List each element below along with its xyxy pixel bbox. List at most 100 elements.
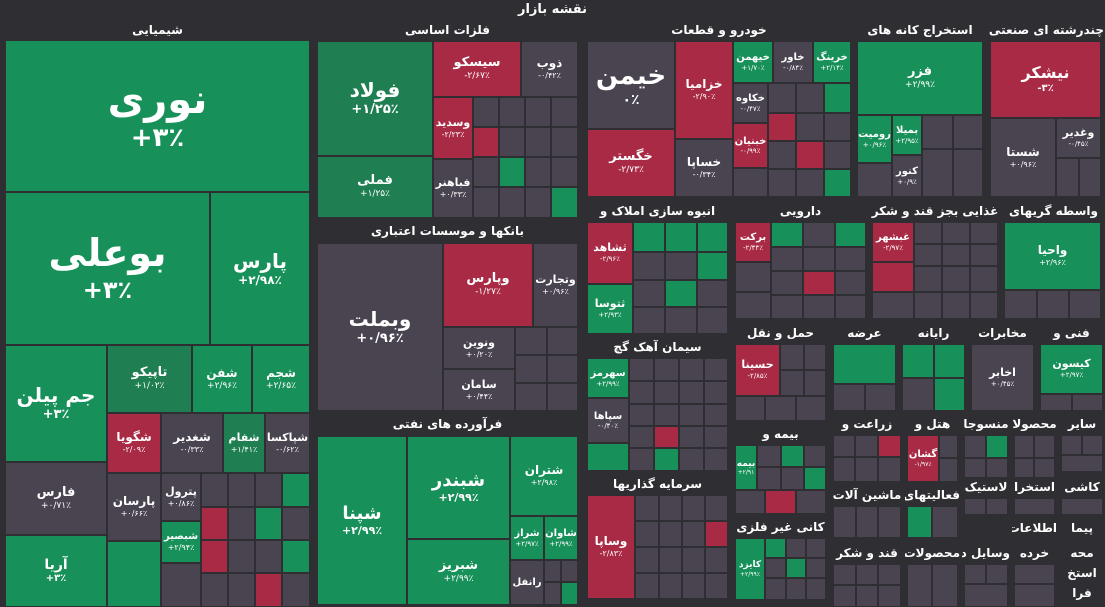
mini-tile[interactable] xyxy=(835,222,866,247)
mini-tile[interactable] xyxy=(659,547,682,573)
mini-tile[interactable] xyxy=(804,467,826,490)
mini-tile[interactable] xyxy=(806,558,826,578)
mini-tile[interactable] xyxy=(551,127,578,157)
mini-tile[interactable] xyxy=(705,495,728,521)
mini-tile[interactable] xyxy=(697,307,728,334)
mini-tile[interactable] xyxy=(942,244,970,266)
tile-vahya[interactable]: واحیا +۲/۹۶٪ xyxy=(1004,222,1101,290)
tile-sepaha[interactable]: سپاها -۰/۴۰٪ xyxy=(587,398,629,443)
mini-tile[interactable] xyxy=(939,435,958,458)
mini-tile[interactable] xyxy=(872,262,914,292)
mini-tile[interactable] xyxy=(833,435,855,457)
mini-tile[interactable] xyxy=(551,97,578,127)
mini-tile[interactable] xyxy=(902,344,934,378)
mini-tile[interactable] xyxy=(697,252,728,280)
mini-tile[interactable] xyxy=(525,157,551,187)
mini-tile[interactable] xyxy=(1082,435,1103,455)
mini-tile[interactable] xyxy=(633,222,665,252)
mini-tile[interactable] xyxy=(282,540,310,573)
mini-tile[interactable] xyxy=(932,506,958,538)
tile-akhabar[interactable]: اخابر +۰/۴۵٪ xyxy=(971,344,1034,411)
mini-tile[interactable] xyxy=(780,344,804,370)
mini-tile[interactable] xyxy=(1072,394,1103,411)
mini-tile[interactable] xyxy=(907,506,932,538)
mini-tile[interactable] xyxy=(282,473,310,507)
tile-arya[interactable]: آریا +۳٪ xyxy=(5,535,107,607)
mini-tile[interactable] xyxy=(1034,435,1055,458)
tile-khring[interactable]: خرینگ +۲/۱۴٪ xyxy=(813,41,851,83)
mini-tile[interactable] xyxy=(654,426,679,448)
mini-tile[interactable] xyxy=(704,404,728,426)
tile-shfam[interactable]: شفام +۱/۴۱٪ xyxy=(223,413,265,473)
mini-tile[interactable] xyxy=(806,578,826,600)
tile-khasapa[interactable]: خساپا -۰/۳۴٪ xyxy=(675,139,733,197)
tile-ghbshahr[interactable]: غبشهر -۲/۹۷٪ xyxy=(872,222,914,262)
tile-vasapa[interactable]: وساپا -۲/۸۳٪ xyxy=(587,495,635,599)
tile-sahrmaz[interactable]: سهرمز +۲/۹۹٪ xyxy=(587,358,629,398)
mini-tile[interactable] xyxy=(986,435,1008,458)
mini-tile[interactable] xyxy=(201,540,228,573)
mini-tile[interactable] xyxy=(635,573,659,599)
mini-tile[interactable] xyxy=(547,327,578,355)
mini-tile[interactable] xyxy=(1014,564,1055,584)
mini-tile[interactable] xyxy=(679,426,704,448)
mini-tile[interactable] xyxy=(986,564,1008,584)
mini-tile[interactable] xyxy=(833,506,856,538)
mini-tile[interactable] xyxy=(473,187,499,218)
mini-tile[interactable] xyxy=(796,396,826,421)
mini-tile[interactable] xyxy=(1061,435,1082,455)
tile-shavan[interactable]: شاوان +۲/۹۹٪ xyxy=(544,516,578,560)
mini-tile[interactable] xyxy=(228,473,255,507)
mini-tile[interactable] xyxy=(768,83,796,113)
mini-tile[interactable] xyxy=(771,271,803,295)
mini-tile[interactable] xyxy=(629,426,654,448)
mini-tile[interactable] xyxy=(544,582,561,605)
mini-tile[interactable] xyxy=(473,157,499,187)
mini-tile[interactable] xyxy=(1037,290,1069,319)
mini-tile[interactable] xyxy=(704,358,728,381)
mini-tile[interactable] xyxy=(835,247,866,271)
mini-tile[interactable] xyxy=(682,547,705,573)
mini-tile[interactable] xyxy=(282,573,310,607)
mini-tile[interactable] xyxy=(780,370,804,396)
tile-nori[interactable]: نوری +۳٪ xyxy=(5,40,310,192)
mini-tile[interactable] xyxy=(705,547,728,573)
mini-tile[interactable] xyxy=(786,538,806,558)
tile-khazamia[interactable]: خزامیا -۲/۹۰٪ xyxy=(675,41,733,139)
mini-tile[interactable] xyxy=(964,498,986,515)
tile-shbasir[interactable]: شبصیر +۲/۹۴٪ xyxy=(161,521,201,563)
mini-tile[interactable] xyxy=(824,83,851,113)
mini-tile[interactable] xyxy=(768,169,796,197)
mini-tile[interactable] xyxy=(629,448,654,471)
mini-tile[interactable] xyxy=(796,490,826,514)
mini-tile[interactable] xyxy=(768,113,796,141)
mini-tile[interactable] xyxy=(806,538,826,558)
tile-shtran[interactable]: شتران +۲/۹۸٪ xyxy=(510,436,578,516)
mini-tile[interactable] xyxy=(970,244,998,266)
mini-tile[interactable] xyxy=(970,222,998,244)
mini-tile[interactable] xyxy=(824,141,851,169)
mini-tile[interactable] xyxy=(161,563,201,607)
mini-tile[interactable] xyxy=(515,383,547,411)
tile-foolad[interactable]: فولاد +۱/۲۵٪ xyxy=(317,41,433,156)
tile-gashan[interactable]: گشان -۱/۹۷٪ xyxy=(907,435,939,482)
mini-tile[interactable] xyxy=(939,458,958,482)
tile-konur[interactable]: کنور +۰/۹٪ xyxy=(892,155,922,197)
mini-tile[interactable] xyxy=(499,97,525,127)
mini-tile[interactable] xyxy=(970,292,998,319)
mini-tile[interactable] xyxy=(781,445,804,467)
mini-tile[interactable] xyxy=(878,435,901,457)
mini-tile[interactable] xyxy=(765,538,786,558)
tile-fameli[interactable]: فملی +۱/۲۵٪ xyxy=(317,156,433,218)
mini-tile[interactable] xyxy=(665,280,697,307)
mini-tile[interactable] xyxy=(499,157,525,187)
mini-tile[interactable] xyxy=(682,495,705,521)
mini-tile[interactable] xyxy=(781,467,804,490)
tile-shraz[interactable]: شراز +۲/۹۷٪ xyxy=(510,516,544,560)
tile-sisko[interactable]: سیسکو -۲/۶۷٪ xyxy=(433,41,521,97)
tile-shajam[interactable]: شجم +۲/۶۵٪ xyxy=(252,345,310,413)
tile-barakat[interactable]: برکت -۲/۴۴٪ xyxy=(735,222,771,262)
mini-tile[interactable] xyxy=(255,540,282,573)
mini-tile[interactable] xyxy=(525,127,551,157)
mini-tile[interactable] xyxy=(922,149,953,197)
